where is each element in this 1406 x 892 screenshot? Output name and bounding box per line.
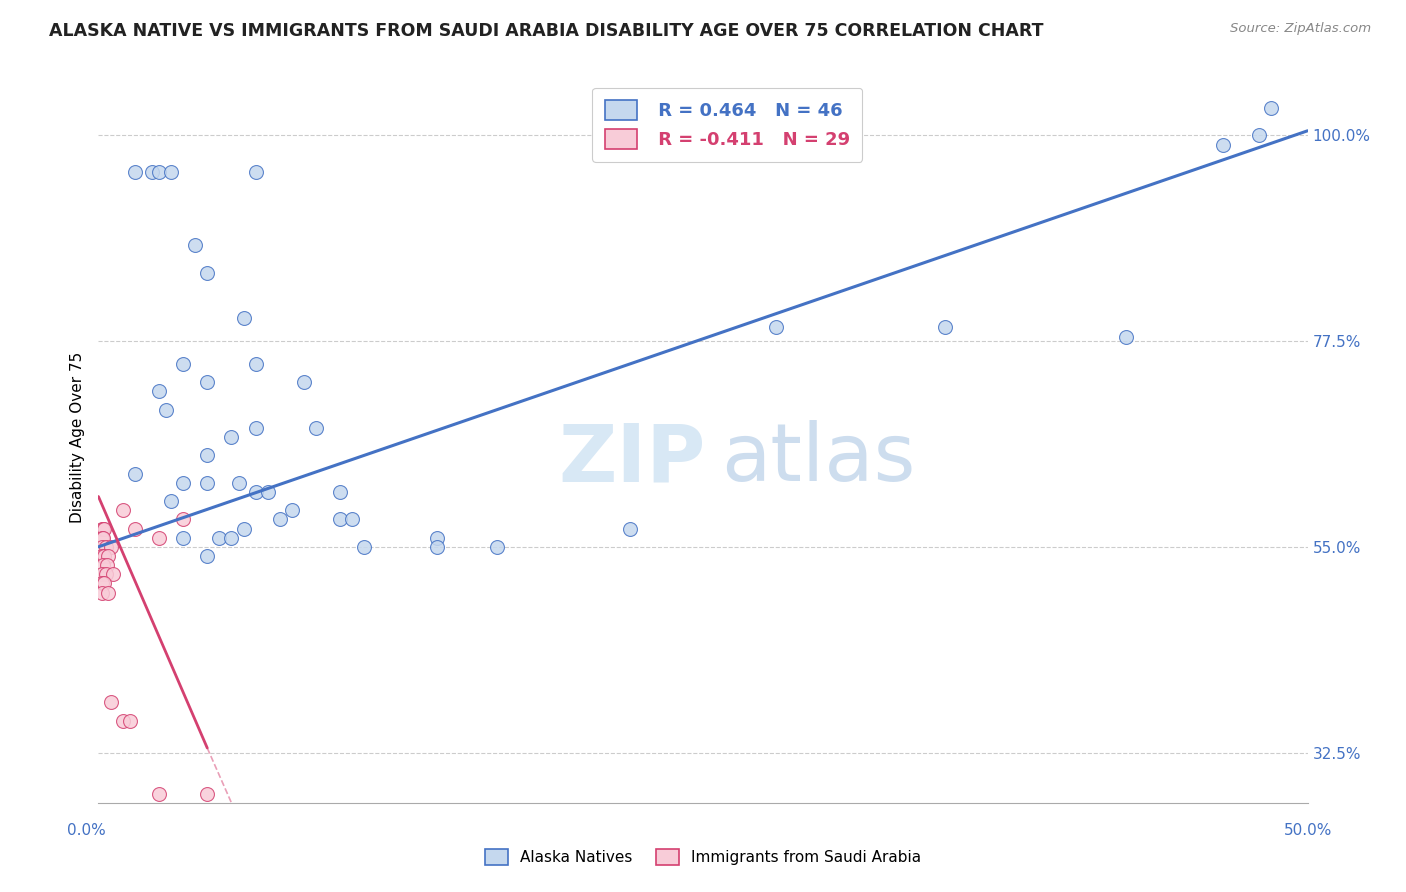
Point (342, 512, 364, 526)
Point (91, 558, 114, 573)
Point (148, 165, 170, 179)
Point (172, 475, 194, 490)
Point (91, 531, 114, 545)
Point (195, 549, 218, 563)
Point (1249, 128, 1271, 143)
Point (111, 503, 134, 517)
Point (94, 567, 117, 582)
Point (148, 787, 170, 801)
Point (172, 531, 194, 545)
Point (426, 540, 449, 554)
Point (160, 165, 183, 179)
Point (93, 549, 115, 563)
Point (93, 576, 115, 591)
Point (141, 165, 163, 179)
Point (91, 585, 114, 599)
Point (1115, 329, 1137, 343)
Point (281, 503, 304, 517)
Point (329, 485, 352, 500)
Point (232, 311, 254, 326)
Point (1260, 101, 1282, 115)
Point (245, 165, 267, 179)
Point (245, 485, 267, 500)
Point (91, 576, 114, 591)
Point (256, 485, 278, 500)
Point (292, 375, 315, 389)
Point (195, 475, 218, 490)
Point (172, 512, 194, 526)
Text: 0.0%: 0.0% (67, 822, 105, 838)
Text: 50.0%: 50.0% (1284, 822, 1331, 838)
Point (91, 531, 114, 545)
Legend: Alaska Natives, Immigrants from Saudi Arabia: Alaska Natives, Immigrants from Saudi Ar… (479, 843, 927, 871)
Point (353, 540, 375, 554)
Point (96, 558, 118, 573)
Point (118, 714, 141, 728)
Text: ZIP: ZIP (558, 420, 706, 498)
Point (100, 540, 122, 554)
Point (269, 512, 291, 526)
Point (111, 714, 134, 728)
Point (91, 540, 114, 554)
Text: Source: ZipAtlas.com: Source: ZipAtlas.com (1230, 22, 1371, 36)
Point (305, 421, 328, 435)
Point (221, 531, 243, 545)
Point (329, 512, 352, 526)
Point (91, 567, 114, 582)
Point (426, 531, 449, 545)
Point (184, 238, 207, 252)
Text: atlas: atlas (721, 420, 915, 498)
Point (232, 521, 254, 535)
Point (124, 165, 146, 179)
Point (100, 695, 122, 709)
Point (91, 549, 114, 563)
Point (245, 421, 267, 435)
Point (195, 787, 218, 801)
Point (97, 549, 120, 563)
Point (94, 540, 117, 554)
Point (195, 448, 218, 462)
Point (91, 521, 114, 535)
Point (155, 402, 177, 417)
Point (124, 521, 146, 535)
Point (160, 494, 183, 508)
Point (195, 375, 218, 389)
Text: ALASKA NATIVE VS IMMIGRANTS FROM SAUDI ARABIA DISABILITY AGE OVER 75 CORRELATION: ALASKA NATIVE VS IMMIGRANTS FROM SAUDI A… (49, 22, 1043, 40)
Point (172, 357, 194, 371)
Point (486, 540, 509, 554)
Y-axis label: Disability Age Over 75: Disability Age Over 75 (69, 351, 84, 523)
Point (148, 384, 170, 399)
Point (245, 357, 267, 371)
Legend:  R = 0.464   N = 46,  R = -0.411   N = 29: R = 0.464 N = 46, R = -0.411 N = 29 (592, 87, 862, 161)
Point (934, 320, 956, 334)
Point (221, 430, 243, 444)
Point (101, 567, 124, 582)
Point (97, 585, 120, 599)
Point (765, 320, 787, 334)
Point (148, 531, 170, 545)
Point (228, 475, 250, 490)
Point (91, 521, 114, 535)
Point (124, 467, 146, 481)
Point (93, 521, 115, 535)
Point (195, 266, 218, 280)
Point (208, 531, 231, 545)
Point (1212, 137, 1234, 152)
Point (619, 521, 641, 535)
